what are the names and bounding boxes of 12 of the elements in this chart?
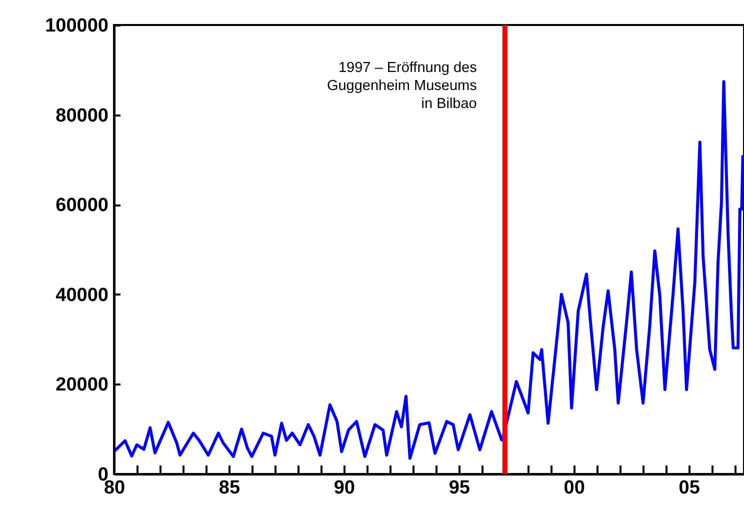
y-tick-label: 40000 <box>56 284 108 306</box>
x-tick-label: 00 <box>564 478 585 498</box>
x-tick-label: 85 <box>218 478 240 498</box>
x-tick-label: 90 <box>334 478 355 498</box>
y-tick-label: 80000 <box>56 105 108 126</box>
y-tick-label: 60000 <box>56 195 108 216</box>
y-tick-label: 100000 <box>45 16 108 36</box>
ref-line-label: 1997 – Eröffnung des Guggenheim Museums in Bilbao <box>326 60 477 112</box>
line-series <box>114 80 744 460</box>
x-tick-label: 05 <box>678 478 700 498</box>
y-tick-label: 20000 <box>56 374 108 396</box>
x-tick-label: 95 <box>448 478 470 498</box>
